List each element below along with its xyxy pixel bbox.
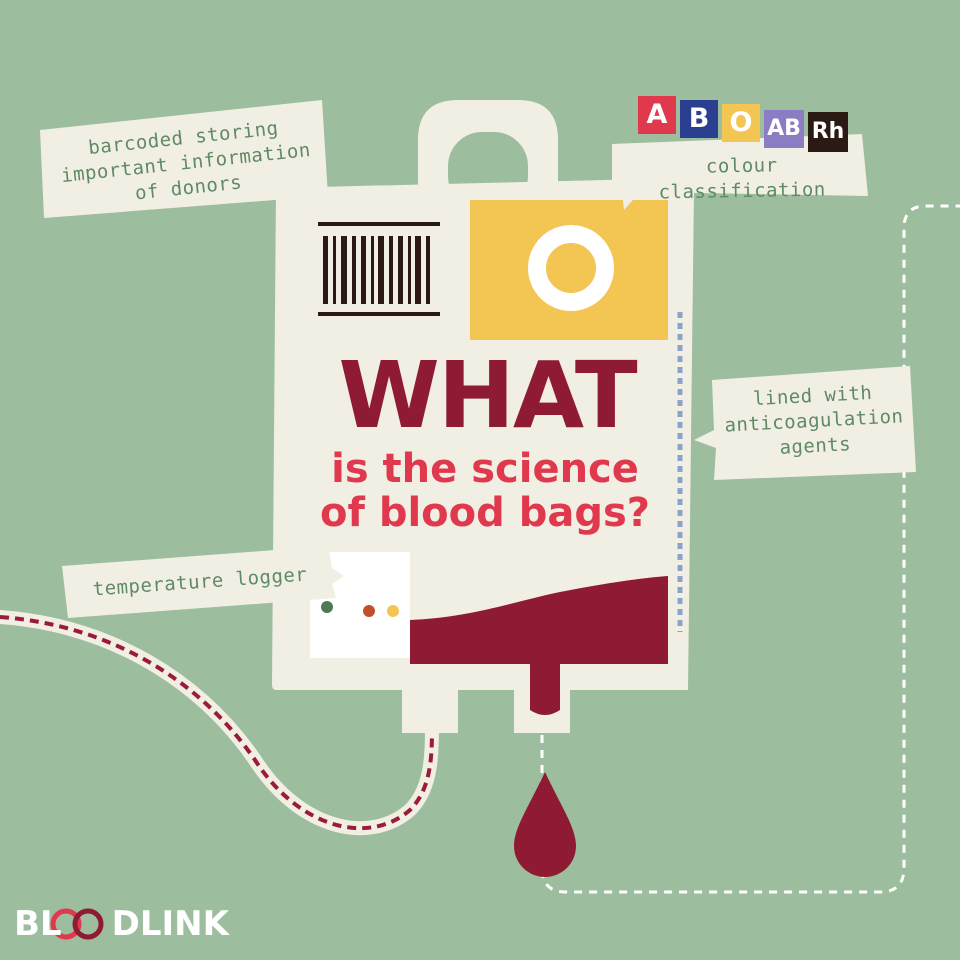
blood-type-b: B	[688, 103, 710, 134]
blood-type-label	[470, 200, 668, 340]
dashed-line-white	[540, 204, 960, 894]
callout-anticoag-text: lined with anticoagulation agents	[723, 381, 904, 459]
title-what: WHAT	[338, 342, 637, 449]
title-line-2: of blood bags?	[320, 490, 650, 536]
blood-type-o: O	[729, 107, 753, 138]
brand-rings-icon	[50, 908, 104, 940]
callout-colour-text: colour classification	[658, 154, 826, 204]
blood-type-a: A	[646, 99, 668, 130]
barcode-icon	[318, 222, 440, 316]
callout-barcode-box	[40, 100, 328, 222]
blood-type-rh: Rh	[811, 119, 845, 144]
callout-temperature-box	[62, 546, 344, 618]
blood-type-ab: AB	[767, 116, 801, 141]
blood-drop-icon	[514, 772, 576, 877]
blood-fill	[410, 576, 668, 715]
brand-logo: BL DLINK	[14, 904, 229, 944]
outlet-port-left	[402, 685, 458, 733]
blood-type-o-ring	[528, 225, 614, 311]
callout-colour-box	[612, 134, 868, 210]
callout-anticoag-box	[694, 366, 916, 480]
title-line-1: is the science	[331, 446, 639, 492]
